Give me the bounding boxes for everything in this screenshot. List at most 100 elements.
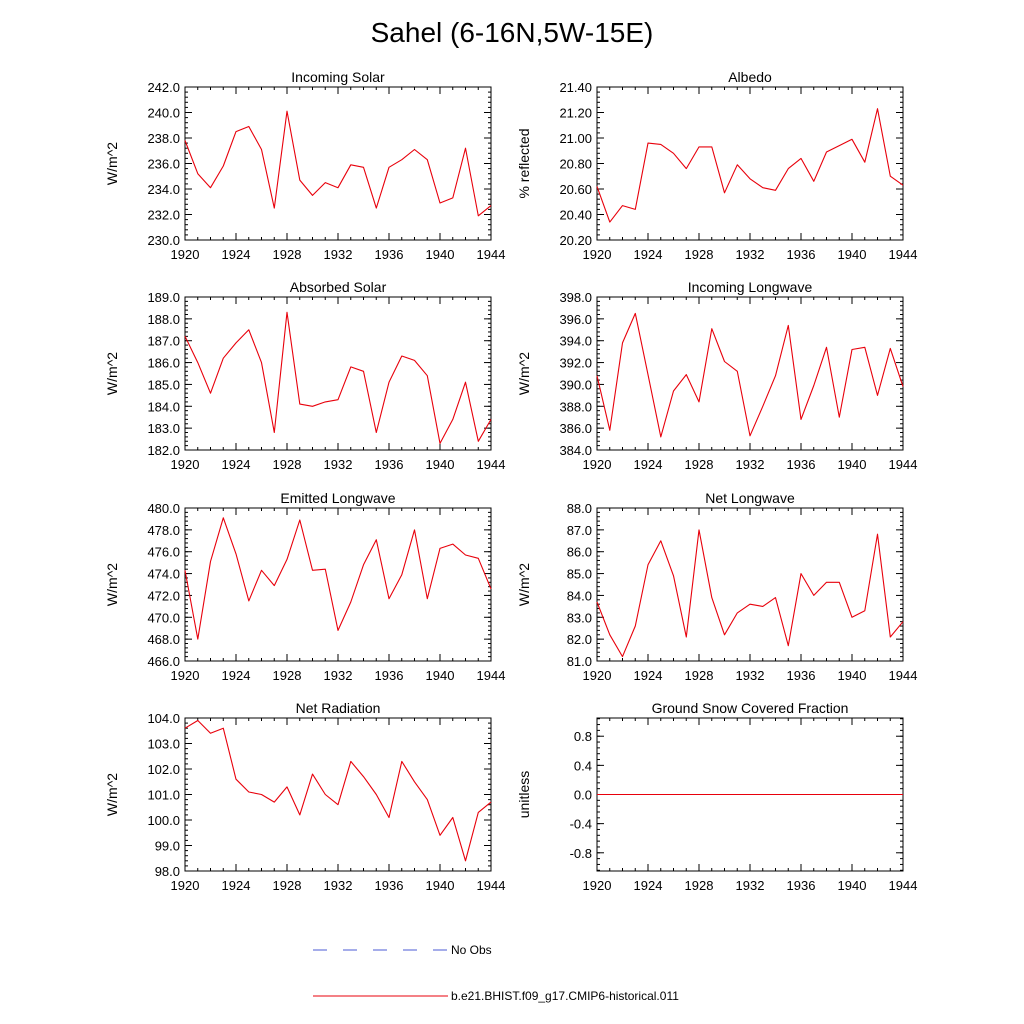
legend-obs-label: No Obs (451, 943, 492, 957)
y-tick-label: 103.0 (147, 737, 180, 752)
y-tick-label: 240.0 (147, 106, 180, 121)
y-tick-label: 182.0 (147, 443, 180, 458)
panel-2: Absorbed Solar W/m^2 1920 1924 1928 1932 1936 1… (104, 279, 505, 472)
x-tick-label: 1932 (736, 668, 765, 683)
y-tick-label: 474.0 (147, 567, 180, 582)
x-tick-label: 1924 (634, 668, 663, 683)
y-tick-label: 84.0 (567, 588, 592, 603)
x-tick-label: 1944 (889, 668, 918, 683)
x-tick-label: 1940 (838, 878, 867, 893)
y-tick-label: 83.0 (567, 610, 592, 625)
y-axis-label: W/m^2 (104, 563, 120, 606)
x-tick-label: 1932 (736, 878, 765, 893)
x-tick-label: 1944 (477, 878, 506, 893)
plot-frame (596, 296, 904, 451)
y-tick-label: -0.8 (570, 846, 592, 861)
x-tick-label: 1932 (324, 247, 353, 262)
x-tick-label: 1928 (273, 247, 302, 262)
y-tick-label: 20.80 (559, 157, 592, 172)
plot-frame (184, 86, 492, 241)
x-tick-label: 1920 (583, 878, 612, 893)
x-tick-label: 1944 (477, 457, 506, 472)
y-tick-label: 189.0 (147, 290, 180, 305)
y-tick-label: 183.0 (147, 421, 180, 436)
y-tick-label: 21.20 (559, 106, 592, 121)
y-tick-label: 98.0 (155, 864, 180, 879)
x-tick-label: 1928 (273, 878, 302, 893)
x-tick-label: 1936 (375, 878, 404, 893)
y-tick-label: 388.0 (559, 399, 592, 414)
panels: Incoming Solar W/m^2 1920 1924 1928 1932 1936 1… (104, 69, 917, 893)
figure-title: Sahel (6-16N,5W-15E) (371, 17, 654, 48)
x-tick-label: 1920 (171, 878, 200, 893)
panel-title: Incoming Longwave (688, 279, 813, 295)
y-tick-label: 87.0 (567, 523, 592, 538)
y-tick-label: 472.0 (147, 588, 180, 603)
plot-frame (596, 86, 904, 241)
x-tick-label: 1924 (634, 457, 663, 472)
y-tick-label: 101.0 (147, 788, 180, 803)
panel-4: Emitted Longwave W/m^2 1920 1924 1928 1932 193… (104, 490, 505, 683)
y-axis-label: unitless (516, 771, 532, 818)
y-axis-label: W/m^2 (104, 352, 120, 395)
x-tick-label: 1924 (222, 247, 251, 262)
x-tick-label: 1928 (685, 247, 714, 262)
x-tick-label: 1932 (736, 247, 765, 262)
x-tick-label: 1936 (787, 457, 816, 472)
x-tick-label: 1924 (634, 878, 663, 893)
y-tick-label: 186.0 (147, 356, 180, 371)
x-tick-label: 1932 (324, 878, 353, 893)
series-line (596, 312, 904, 438)
y-tick-label: 232.0 (147, 208, 180, 223)
x-tick-label: 1944 (889, 457, 918, 472)
x-tick-label: 1928 (685, 668, 714, 683)
x-tick-label: 1940 (426, 457, 455, 472)
y-tick-label: 384.0 (559, 443, 592, 458)
panel-title: Albedo (728, 69, 772, 85)
series-line (184, 719, 492, 862)
y-tick-label: 0.0 (574, 788, 592, 803)
x-tick-label: 1944 (889, 247, 918, 262)
y-tick-label: 184.0 (147, 399, 180, 414)
y-tick-label: 236.0 (147, 157, 180, 172)
x-tick-label: 1924 (222, 457, 251, 472)
x-tick-label: 1928 (685, 457, 714, 472)
y-axis-label: W/m^2 (516, 563, 532, 606)
series-line (184, 517, 492, 640)
panel-title: Incoming Solar (291, 69, 385, 85)
y-tick-label: 85.0 (567, 567, 592, 582)
x-tick-label: 1936 (375, 457, 404, 472)
plot-frame (184, 296, 492, 451)
series-line (596, 108, 904, 223)
y-tick-label: 468.0 (147, 632, 180, 647)
y-tick-label: 0.4 (574, 758, 592, 773)
x-tick-label: 1936 (787, 247, 816, 262)
x-tick-label: 1936 (375, 668, 404, 683)
x-tick-label: 1924 (634, 247, 663, 262)
panel-title: Ground Snow Covered Fraction (652, 700, 849, 716)
y-tick-label: 476.0 (147, 545, 180, 560)
panel-title: Emitted Longwave (280, 490, 395, 506)
y-tick-label: 102.0 (147, 762, 180, 777)
y-tick-label: 20.40 (559, 208, 592, 223)
y-tick-label: 100.0 (147, 813, 180, 828)
y-tick-label: 187.0 (147, 334, 180, 349)
x-tick-label: 1924 (222, 878, 251, 893)
y-tick-label: 392.0 (559, 356, 592, 371)
series-line (184, 311, 492, 444)
x-tick-label: 1932 (324, 457, 353, 472)
x-tick-label: 1928 (685, 878, 714, 893)
y-tick-label: 82.0 (567, 632, 592, 647)
x-tick-label: 1920 (171, 668, 200, 683)
panel-0: Incoming Solar W/m^2 1920 1924 1928 1932 1936 1… (104, 69, 505, 262)
x-tick-label: 1940 (838, 668, 867, 683)
y-tick-label: 480.0 (147, 501, 180, 516)
x-tick-label: 1940 (838, 457, 867, 472)
y-tick-label: 86.0 (567, 545, 592, 560)
y-tick-label: 390.0 (559, 377, 592, 392)
y-tick-label: 0.8 (574, 729, 592, 744)
plot-frame (596, 507, 904, 662)
y-axis-label: W/m^2 (104, 773, 120, 816)
y-tick-label: 234.0 (147, 182, 180, 197)
